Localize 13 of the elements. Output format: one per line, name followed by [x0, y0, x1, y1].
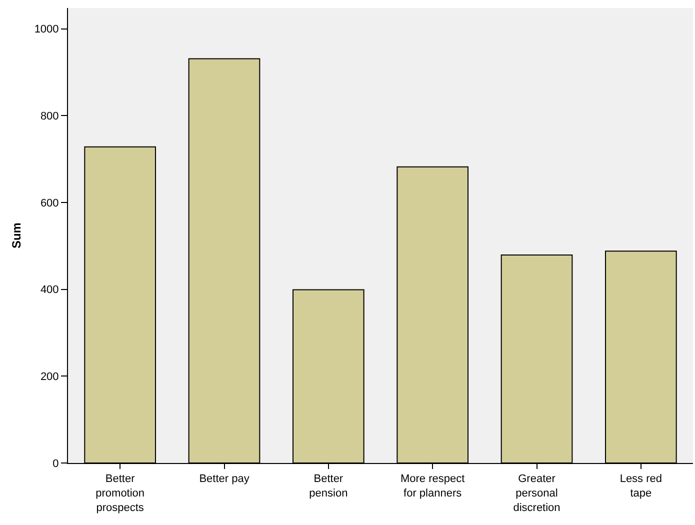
y-axis-title: Sum [10, 222, 24, 249]
x-tick-label: More respect for planners [400, 473, 465, 500]
y-tick-label: 400 [40, 284, 59, 296]
y-tick-label: 1000 [34, 24, 59, 36]
x-tick-label: Less red tape [620, 473, 662, 500]
y-tick-label: 800 [40, 110, 59, 123]
y-tick-label: 600 [40, 197, 59, 210]
x-tick-label: Better pension [309, 473, 348, 500]
y-tick-label: 0 [52, 458, 59, 470]
x-tick-label: Better promotion prospects [96, 473, 145, 514]
y-tick-label: 200 [40, 371, 59, 384]
x-tick-label: Greater personal discretion [513, 473, 560, 514]
x-tick-label: Better pay [199, 473, 250, 486]
